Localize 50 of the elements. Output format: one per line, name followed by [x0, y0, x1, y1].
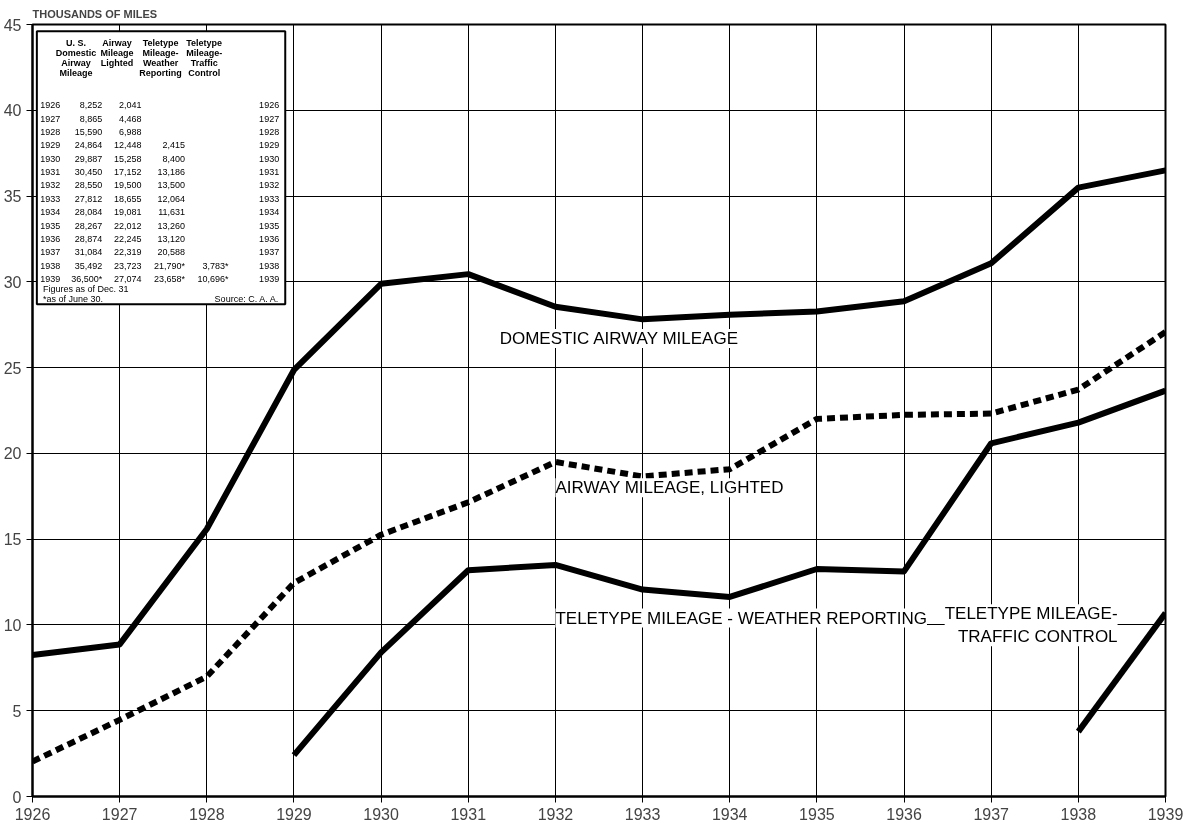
y-tick-label: 10 [3, 616, 22, 634]
text: 1937 31,084 22,319 20,588 1937 [40, 247, 280, 258]
text: 1935 28,267 22,012 13,260 1935 [40, 220, 280, 231]
annotation: Teletype Mileage- Weather Reporting [139, 38, 182, 79]
x-tick-label: 1932 [537, 805, 574, 823]
text: 1933 27,812 18,655 12,064 1933 [40, 193, 280, 204]
y-tick-label: 35 [3, 188, 22, 206]
series-label: TELETYPE MILEAGE - WEATHER REPORTING [555, 608, 927, 628]
text: 1926 8,252 2,041 1926 [40, 100, 280, 111]
x-tick-label: 1934 [711, 805, 748, 823]
x-tick-label: 1937 [973, 805, 1010, 823]
text: 1931 30,450 17,152 13,186 1931 [40, 167, 280, 178]
y-tick-label: 30 [3, 273, 22, 291]
x-tick-label: 1930 [363, 805, 400, 823]
annotation: *as of June 30. [42, 293, 104, 304]
x-tick-label: 1927 [101, 805, 138, 823]
x-tick-label: 1929 [276, 805, 312, 823]
text: 1927 8,865 4,468 1927 [40, 113, 280, 124]
x-tick-label: 1931 [450, 805, 487, 823]
annotation: Teletype Mileage- Traffic Control [186, 38, 223, 79]
x-tick-label: 1933 [624, 805, 661, 823]
text: 1938 35,492 23,723 21,790* 3,783* 1938 [40, 260, 280, 271]
y-axis-title: THOUSANDS OF MILES [32, 7, 158, 20]
y-tick-label: 25 [3, 359, 22, 377]
annotation: Airway Mileage Lighted [100, 38, 134, 69]
y-tick-label: 20 [3, 445, 22, 463]
x-tick-label: 1926 [14, 805, 51, 823]
text: 1939 36,500* 27,074 23,658* 10,696* 1939 [40, 274, 280, 285]
annotation: U. S. Domestic Airway Mileage [55, 38, 97, 79]
text: 1936 28,874 22,245 13,120 1936 [40, 233, 280, 244]
y-tick-label: 5 [12, 702, 22, 720]
x-tick-label: 1928 [189, 805, 225, 823]
y-tick-label: 40 [3, 102, 22, 120]
y-tick-label: 45 [3, 16, 22, 34]
series-label: TELETYPE MILEAGE- TRAFFIC CONTROL [944, 604, 1118, 647]
series-label: DOMESTIC AIRWAY MILEAGE [499, 328, 739, 348]
y-tick-label: 0 [12, 788, 22, 806]
annotation: Figures as of Dec. 31 [42, 283, 129, 294]
annotation: Source: C. A. A. [214, 293, 279, 304]
x-tick-label: 1939 [1147, 805, 1184, 823]
x-tick-label: 1938 [1060, 805, 1097, 823]
text: 1930 29,887 15,258 8,400 1930 [40, 153, 280, 164]
text: 1929 24,864 12,448 2,415 1929 [40, 140, 280, 151]
text: 1928 15,590 6,988 1928 [40, 126, 280, 137]
text: 1932 28,550 19,500 13,500 1932 [40, 180, 280, 191]
series-label: AIRWAY MILEAGE, LIGHTED [555, 478, 784, 498]
x-tick-label: 1936 [886, 805, 922, 823]
x-tick-label: 1935 [799, 805, 835, 823]
text: 1934 28,084 19,081 11,631 1934 [40, 207, 280, 218]
y-tick-label: 15 [3, 531, 22, 549]
